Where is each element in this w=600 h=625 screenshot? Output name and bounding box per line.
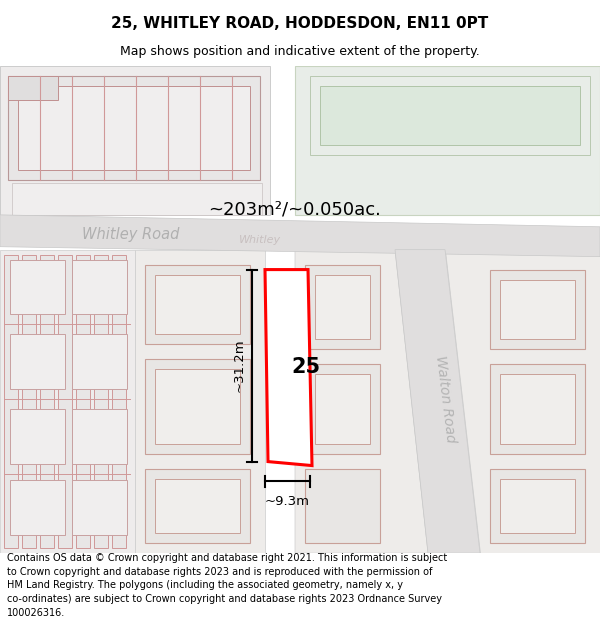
Bar bbox=[145, 469, 250, 543]
Bar bbox=[72, 259, 127, 314]
Bar bbox=[305, 264, 380, 349]
Polygon shape bbox=[445, 249, 600, 553]
Text: ~31.2m: ~31.2m bbox=[233, 339, 245, 392]
Bar bbox=[155, 479, 240, 533]
Text: ~203m²/~0.050ac.: ~203m²/~0.050ac. bbox=[209, 201, 382, 219]
Bar bbox=[490, 469, 585, 543]
Bar bbox=[305, 469, 380, 543]
Bar bbox=[72, 409, 127, 464]
Polygon shape bbox=[0, 215, 600, 257]
Bar bbox=[22, 254, 36, 548]
Bar bbox=[500, 374, 575, 444]
Bar bbox=[112, 254, 126, 548]
Bar bbox=[315, 374, 370, 444]
Bar bbox=[10, 409, 65, 464]
Bar bbox=[58, 254, 72, 548]
Bar bbox=[155, 369, 240, 444]
Bar bbox=[40, 254, 54, 548]
Polygon shape bbox=[0, 249, 135, 553]
Bar bbox=[18, 86, 250, 170]
Bar bbox=[500, 279, 575, 339]
Text: Contains OS data © Crown copyright and database right 2021. This information is : Contains OS data © Crown copyright and d… bbox=[7, 553, 448, 618]
Bar bbox=[72, 481, 127, 535]
Bar bbox=[12, 183, 262, 215]
Bar bbox=[72, 334, 127, 389]
Bar bbox=[10, 481, 65, 535]
Bar bbox=[94, 254, 108, 548]
Bar bbox=[76, 254, 90, 548]
Text: Whitley: Whitley bbox=[239, 235, 281, 245]
Bar bbox=[4, 254, 18, 548]
Bar bbox=[490, 364, 585, 454]
Bar bbox=[500, 479, 575, 533]
Text: 25, WHITLEY ROAD, HODDESDON, EN11 0PT: 25, WHITLEY ROAD, HODDESDON, EN11 0PT bbox=[112, 16, 488, 31]
Text: Map shows position and indicative extent of the property.: Map shows position and indicative extent… bbox=[120, 44, 480, 58]
Bar bbox=[145, 264, 250, 344]
Bar bbox=[8, 76, 58, 101]
Bar bbox=[315, 274, 370, 339]
Bar bbox=[145, 359, 250, 454]
Bar bbox=[10, 259, 65, 314]
Bar bbox=[155, 274, 240, 334]
Bar bbox=[10, 334, 65, 389]
Text: ~9.3m: ~9.3m bbox=[265, 495, 310, 508]
Text: Whitley Road: Whitley Road bbox=[82, 228, 179, 242]
Text: 25: 25 bbox=[292, 357, 321, 377]
Polygon shape bbox=[395, 249, 480, 553]
Bar bbox=[305, 364, 380, 454]
Polygon shape bbox=[0, 66, 270, 215]
Bar bbox=[320, 86, 580, 145]
Bar bbox=[8, 76, 260, 180]
Text: Walton Road: Walton Road bbox=[433, 354, 457, 443]
Polygon shape bbox=[295, 66, 600, 215]
Polygon shape bbox=[295, 249, 428, 553]
Polygon shape bbox=[135, 249, 265, 553]
Bar bbox=[310, 76, 590, 155]
Polygon shape bbox=[265, 269, 312, 466]
Bar bbox=[490, 269, 585, 349]
